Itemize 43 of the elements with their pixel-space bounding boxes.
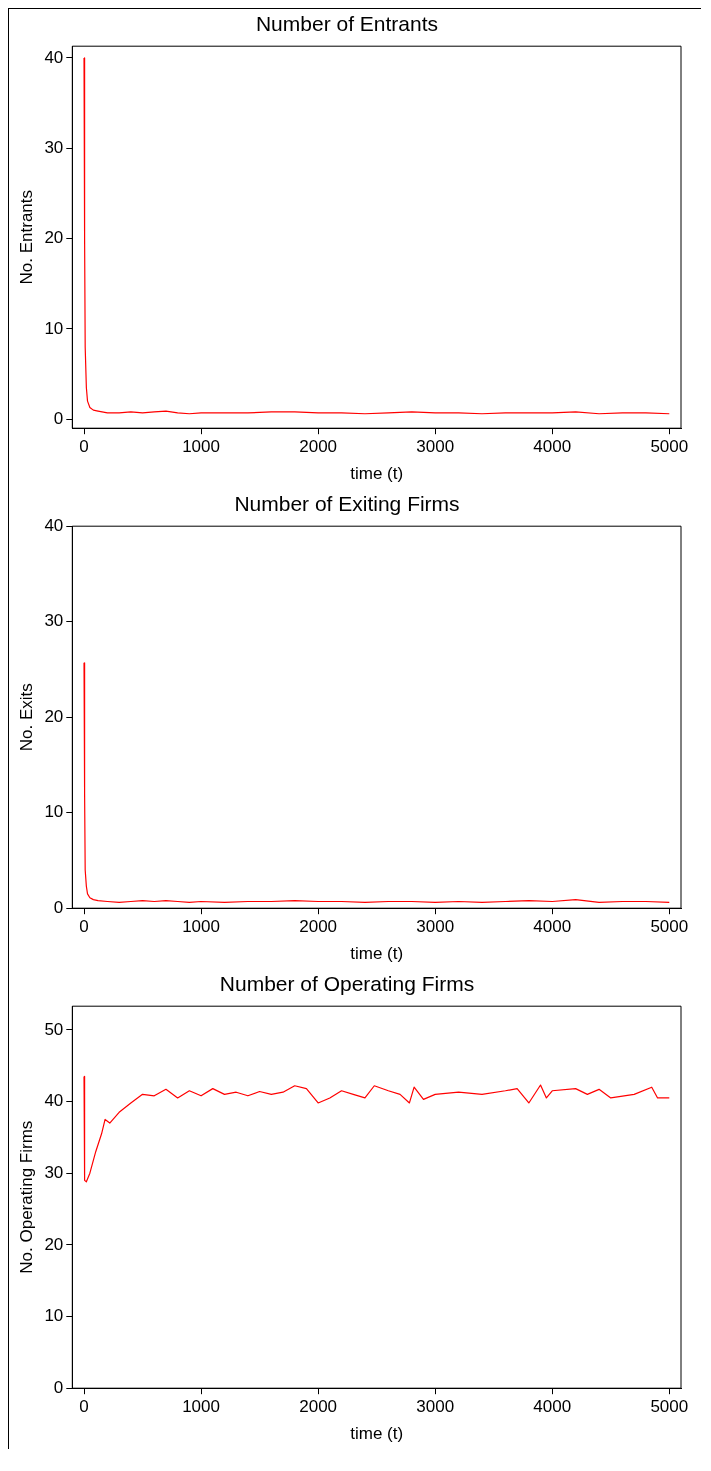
x-tick-label: 4000 [533,917,572,937]
y-axis-title: No. Entrants [16,189,36,285]
x-tick-label: 2000 [299,1397,338,1417]
y-tick-label: 10 [44,1306,64,1326]
y-tick-label: 30 [44,137,64,157]
x-tick-label: 5000 [650,917,689,937]
y-tick-label: 20 [44,228,64,248]
y-tick-label: 10 [44,318,64,338]
y-tick-label: 0 [53,1377,64,1397]
x-tick-label: 0 [79,917,89,937]
y-tick-label: 10 [44,802,64,822]
x-tick-label: 0 [79,1397,89,1417]
x-tick-label: 2000 [299,917,338,937]
y-axis-title: No. Operating Firms [16,1120,36,1274]
y-tick-label: 0 [53,408,64,428]
x-tick-label: 0 [79,437,89,457]
chart-title: Number of Entrants [255,12,439,36]
y-tick-label: 20 [44,706,64,726]
chart-title: Number of Operating Firms [219,972,475,996]
x-tick-label: 1000 [182,917,220,937]
x-tick-label: 5000 [650,1397,689,1417]
y-tick-label: 40 [44,47,64,67]
x-tick-label: 3000 [416,437,455,457]
x-axis-title: time (t) [350,944,404,964]
y-axis-title: No. Exits [16,683,36,752]
y-tick-label: 40 [44,515,64,535]
x-tick-label: 4000 [533,1397,572,1417]
x-tick-label: 2000 [299,437,338,457]
y-tick-label: 50 [44,1019,64,1039]
x-axis-title: time (t) [350,1424,404,1444]
chart-title: Number of Exiting Firms [234,492,460,516]
y-tick-label: 40 [44,1091,64,1111]
x-tick-label: 3000 [416,1397,455,1417]
x-tick-label: 3000 [416,917,455,937]
y-tick-label: 30 [44,611,64,631]
x-tick-label: 1000 [182,437,220,457]
y-tick-label: 20 [44,1234,64,1254]
x-tick-label: 5000 [650,437,689,457]
x-tick-label: 4000 [533,437,572,457]
x-tick-label: 1000 [182,1397,220,1417]
y-tick-label: 0 [53,897,64,917]
x-axis-title: time (t) [350,464,404,484]
y-tick-label: 30 [44,1162,64,1182]
